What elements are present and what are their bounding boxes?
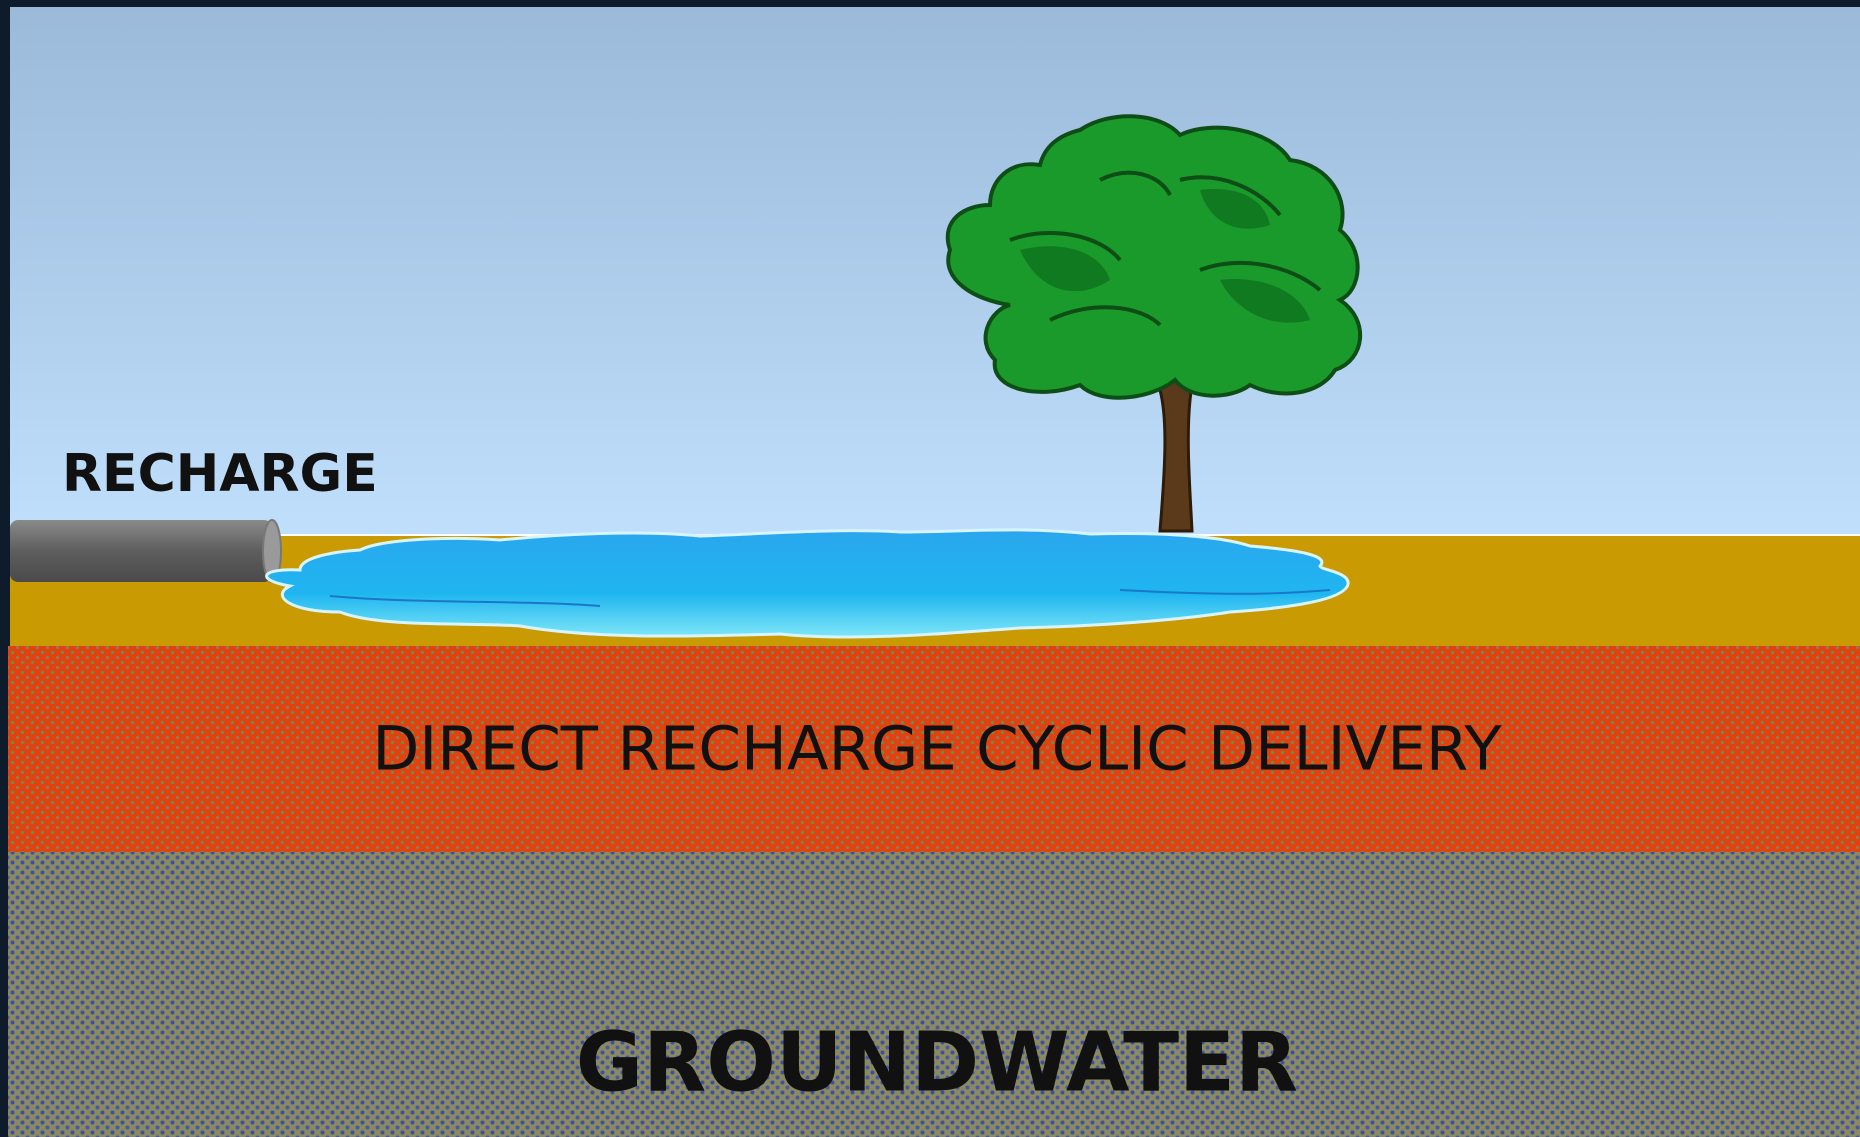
- pond: [265, 528, 1350, 639]
- inlet-label: RECHARGE: [62, 444, 378, 504]
- vadose-layer: [8, 646, 1860, 852]
- pond-ripple: [329, 589, 1331, 607]
- aquifer-layer: [8, 852, 1860, 1137]
- pipe: [10, 519, 282, 583]
- sky: [10, 7, 1860, 535]
- tree: [945, 114, 1363, 533]
- layer-label: DIRECT RECHARGE CYCLIC DELIVERY: [372, 714, 1502, 785]
- aquifer-label: GROUNDWATER: [576, 1015, 1298, 1110]
